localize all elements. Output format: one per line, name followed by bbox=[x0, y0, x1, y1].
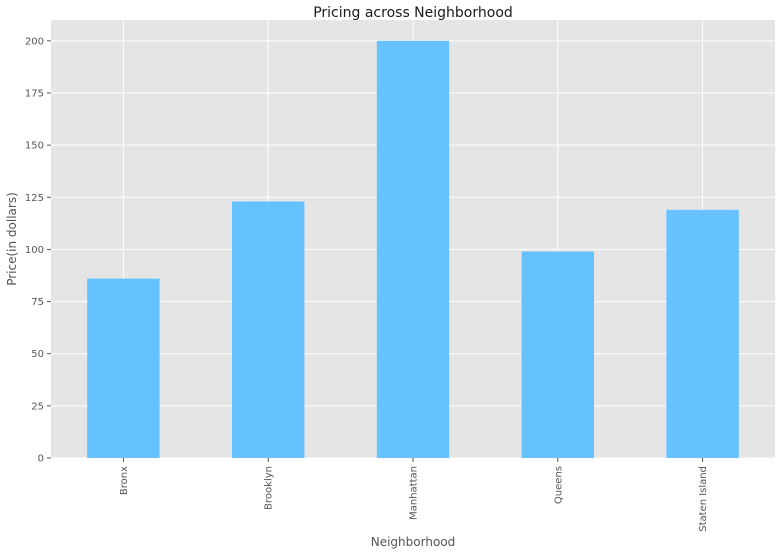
y-tick-label: 150 bbox=[25, 141, 44, 152]
y-tick-label: 0 bbox=[38, 454, 44, 465]
y-tick-label: 175 bbox=[25, 89, 44, 100]
y-tick-label: 125 bbox=[25, 193, 44, 204]
y-tick-label: 75 bbox=[31, 297, 44, 308]
chart-title: Pricing across Neighborhood bbox=[313, 5, 513, 21]
bar-queens bbox=[521, 251, 594, 458]
y-axis-ticks: 0 25 50 75 100 125 150 175 200 bbox=[25, 36, 51, 465]
bar-bronx bbox=[87, 278, 160, 458]
x-tick-label: Manhattan bbox=[409, 466, 420, 520]
bar-manhattan bbox=[376, 40, 450, 458]
y-tick-label: 25 bbox=[31, 401, 44, 412]
x-tick-label: Brooklyn bbox=[264, 466, 275, 510]
bar-brooklyn bbox=[232, 201, 305, 458]
x-tick-label: Queens bbox=[553, 466, 564, 504]
y-axis-label: Price(in dollars) bbox=[5, 192, 19, 286]
y-tick-label: 100 bbox=[25, 245, 44, 256]
bar-staten-island bbox=[666, 209, 739, 458]
x-tick-label: Bronx bbox=[119, 466, 130, 495]
x-tick-label: Staten Island bbox=[698, 466, 709, 532]
x-axis-label: Neighborhood bbox=[371, 535, 456, 549]
x-axis-ticks: Bronx Brooklyn Manhattan Queens Staten Islan… bbox=[119, 458, 709, 532]
y-tick-label: 200 bbox=[25, 36, 44, 47]
bars bbox=[87, 40, 739, 458]
y-tick-label: 50 bbox=[31, 349, 44, 360]
